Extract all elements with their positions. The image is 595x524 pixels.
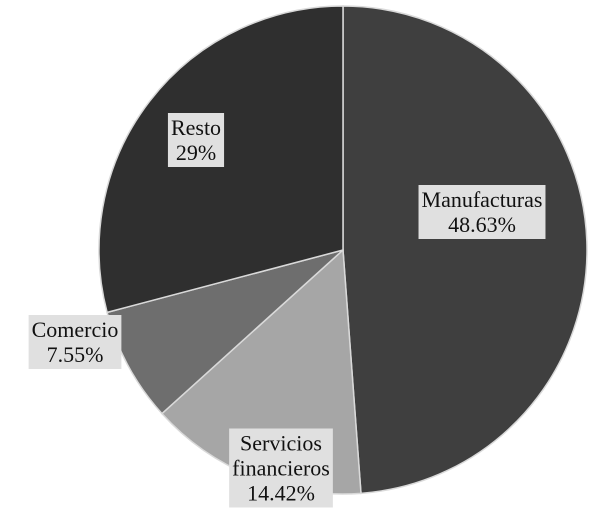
slice-label-box: [28, 315, 122, 369]
slice-label-text: 14.42%: [247, 481, 315, 506]
slice-label-box: [167, 113, 225, 167]
pie-slice-0: [342, 5, 588, 495]
slice-label-text: Manufacturas: [422, 187, 543, 212]
pie-slice-2: [106, 249, 344, 415]
slice-label-text: Comercio: [32, 317, 119, 342]
slice-label-text: Servicios: [240, 431, 322, 456]
pie-slices: [98, 5, 588, 495]
slice-label-text: Resto: [171, 115, 221, 140]
slice-label-box: [418, 185, 546, 239]
slice-label-text: 29%: [176, 140, 216, 165]
slice-label-text: financieros: [232, 456, 330, 481]
slice-label-text: 7.55%: [47, 342, 104, 367]
slice-label-text: 48.63%: [448, 212, 516, 237]
slice-label-box: [229, 428, 333, 508]
